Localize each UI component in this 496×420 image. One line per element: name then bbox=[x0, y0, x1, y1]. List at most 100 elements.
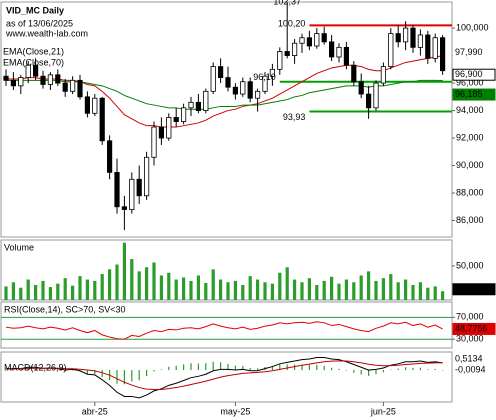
volume-bar bbox=[307, 278, 311, 300]
candle-body bbox=[25, 64, 31, 78]
histogram-bar bbox=[42, 370, 44, 371]
histogram-bar bbox=[72, 370, 74, 371]
candle-body bbox=[173, 117, 179, 122]
candle-body bbox=[395, 33, 401, 43]
histogram-bar bbox=[183, 364, 185, 371]
histogram-bar bbox=[286, 364, 288, 371]
pane-title: MACD(12,26,9) bbox=[4, 362, 67, 372]
volume-bar bbox=[63, 278, 67, 300]
histogram-bar bbox=[338, 368, 340, 371]
volume-bar bbox=[108, 269, 112, 300]
histogram-bar bbox=[375, 370, 377, 375]
candle-body bbox=[254, 90, 261, 99]
histogram-bar bbox=[257, 368, 259, 371]
candle-body bbox=[358, 81, 364, 95]
volume-bar bbox=[418, 282, 422, 300]
volume-bar bbox=[182, 277, 186, 300]
candle-body bbox=[10, 79, 16, 87]
candle-body bbox=[114, 172, 120, 208]
volume-bar bbox=[130, 259, 134, 300]
candle-body bbox=[40, 75, 46, 85]
histogram-bar bbox=[123, 370, 125, 385]
candle-body bbox=[180, 107, 187, 122]
histogram-bar bbox=[390, 369, 392, 371]
volume-bar bbox=[270, 283, 274, 300]
candle-body bbox=[77, 79, 83, 98]
x-tick-label: abr-25 bbox=[82, 406, 108, 416]
level-label: 93,93 bbox=[283, 112, 306, 122]
volume-bar bbox=[167, 272, 171, 300]
level-label: 100,20 bbox=[278, 19, 306, 29]
candle-body bbox=[92, 97, 98, 114]
candle-body bbox=[284, 51, 290, 56]
candle-body bbox=[365, 93, 372, 109]
histogram-bar bbox=[323, 365, 325, 371]
volume-bar bbox=[285, 267, 289, 300]
y-tick-label: 88,000 bbox=[456, 187, 484, 197]
histogram-bar bbox=[5, 370, 7, 371]
pane bbox=[0, 301, 453, 349]
histogram-bar bbox=[86, 370, 88, 375]
volume-bar bbox=[256, 279, 260, 300]
x-tick-label: jun-25 bbox=[370, 406, 396, 416]
last-value-label: 96,185 bbox=[455, 89, 483, 99]
histogram-bar bbox=[190, 363, 192, 371]
histogram-bar bbox=[368, 370, 370, 376]
histogram-bar bbox=[227, 363, 229, 371]
last-value-label: 12,813 bbox=[455, 284, 483, 294]
candle-body bbox=[306, 37, 313, 47]
histogram-bar bbox=[12, 370, 14, 371]
histogram-bar bbox=[160, 369, 162, 371]
histogram-bar bbox=[360, 370, 362, 375]
source: www.wealth-lab.com bbox=[5, 28, 88, 38]
volume-bar bbox=[337, 283, 341, 300]
volume-bar bbox=[145, 267, 149, 300]
histogram-bar bbox=[138, 370, 140, 381]
plot bbox=[3, 2, 452, 231]
histogram-bar bbox=[101, 370, 103, 378]
histogram-bar bbox=[64, 370, 66, 372]
legend-entry: EMA(Close,70) bbox=[3, 57, 64, 67]
histogram-bar bbox=[131, 370, 133, 382]
last-value-box bbox=[452, 283, 496, 296]
volume-bar bbox=[396, 282, 400, 300]
histogram-bar bbox=[116, 370, 118, 384]
volume-bar bbox=[300, 282, 304, 300]
candle-body bbox=[314, 33, 320, 47]
histogram-bar bbox=[197, 363, 199, 371]
volume-bar bbox=[122, 242, 126, 300]
volume-bar bbox=[196, 275, 200, 300]
last-value-box bbox=[452, 68, 496, 81]
volume-bar bbox=[278, 272, 282, 300]
volume-bar bbox=[389, 274, 393, 300]
histogram-bar bbox=[94, 370, 96, 375]
volume-bar bbox=[159, 275, 163, 300]
histogram-bar bbox=[427, 369, 429, 371]
histogram-bar bbox=[234, 365, 236, 371]
volume-bar bbox=[374, 280, 378, 300]
volume-bar bbox=[233, 280, 237, 300]
y-tick-label: 90,000 bbox=[456, 160, 484, 170]
volume-bar bbox=[19, 287, 23, 300]
volume-bar bbox=[293, 279, 297, 300]
volume-bar bbox=[441, 291, 445, 300]
candle-body bbox=[70, 79, 76, 92]
histogram-bar bbox=[205, 363, 207, 371]
subtitle: as of 13/06/2025 bbox=[6, 18, 73, 28]
last-value-box bbox=[452, 363, 496, 376]
volume-bar bbox=[41, 280, 45, 300]
pane bbox=[0, 351, 453, 403]
volume-bar bbox=[48, 287, 52, 300]
histogram-bar bbox=[434, 368, 436, 371]
candle-body bbox=[321, 33, 327, 43]
volume-bar bbox=[322, 280, 326, 300]
histogram-bar bbox=[382, 370, 384, 373]
histogram-bar bbox=[220, 362, 222, 371]
volume-bar bbox=[85, 279, 89, 300]
volume-bar bbox=[219, 279, 223, 300]
last-value-label: 0,5134 bbox=[455, 353, 483, 363]
histogram-bar bbox=[419, 367, 421, 371]
volume-bar bbox=[315, 285, 319, 300]
histogram-bar bbox=[279, 364, 281, 371]
